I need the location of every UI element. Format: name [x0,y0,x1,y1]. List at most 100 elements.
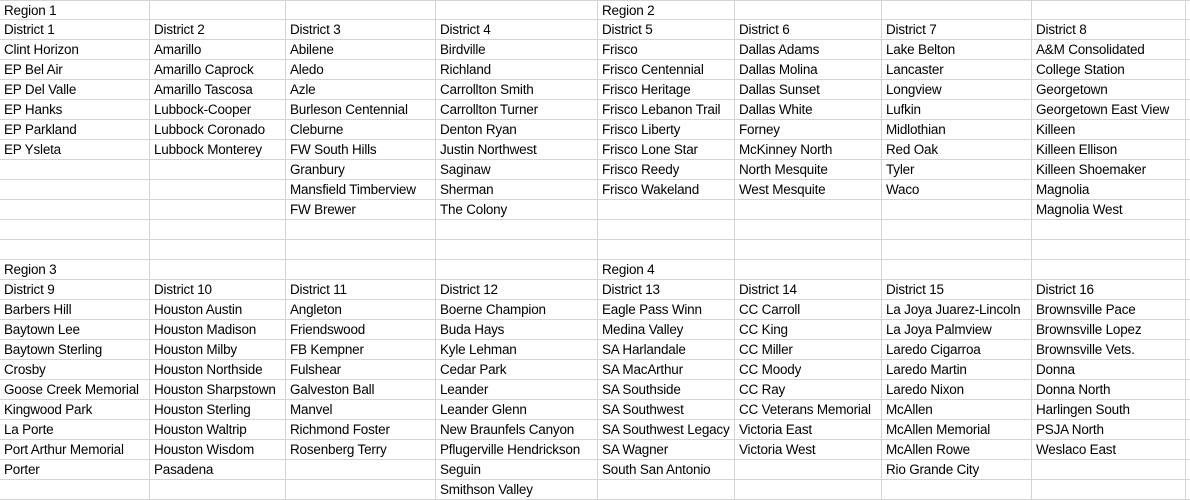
cell-r6-c1[interactable]: EP Hanks [0,100,150,120]
cell-r18-c7[interactable]: Laredo Cigarroa [882,340,1032,360]
cell-r16-c1[interactable]: Barbers Hill [0,300,150,320]
cell-r25-c4[interactable]: Smithson Valley [436,480,598,500]
cell-r11-c5[interactable] [598,200,735,220]
cell-r15-c2[interactable]: District 10 [150,280,286,300]
cell-r5-c6[interactable]: Dallas Sunset [735,80,882,100]
cell-r7-c2[interactable]: Lubbock Coronado [150,120,286,140]
cell-r23-c3[interactable]: Rosenberg Terry [286,440,436,460]
cell-r18-c4[interactable]: Kyle Lehman [436,340,598,360]
cell-r17-c2[interactable]: Houston Madison [150,320,286,340]
cell-r19-c2[interactable]: Houston Northside [150,360,286,380]
cell-r19-c3[interactable]: Fulshear [286,360,436,380]
cell-r13-c6[interactable] [735,240,882,260]
cell-r4-c3[interactable]: Aledo [286,60,436,80]
cell-r6-c5[interactable]: Frisco Lebanon Trail [598,100,735,120]
cell-r3-c2[interactable]: Amarillo [150,40,286,60]
cell-r8-c2[interactable]: Lubbock Monterey [150,140,286,160]
cell-r7-c3[interactable]: Cleburne [286,120,436,140]
cell-r8-c8[interactable]: Killeen Ellison [1032,140,1186,160]
cell-r8-c9-partial[interactable] [1186,140,1190,160]
cell-r13-c9-partial[interactable] [1186,240,1190,260]
cell-r17-c5[interactable]: Medina Valley [598,320,735,340]
cell-r20-c6[interactable]: CC Ray [735,380,882,400]
cell-r13-c5[interactable] [598,240,735,260]
cell-r9-c8[interactable]: Killeen Shoemaker [1032,160,1186,180]
cell-r6-c7[interactable]: Lufkin [882,100,1032,120]
cell-r22-c3[interactable]: Richmond Foster [286,420,436,440]
cell-r1-c7[interactable] [882,0,1032,20]
cell-r7-c5[interactable]: Frisco Liberty [598,120,735,140]
cell-r18-c6[interactable]: CC Miller [735,340,882,360]
cell-r7-c1[interactable]: EP Parkland [0,120,150,140]
cell-r8-c3[interactable]: FW South Hills [286,140,436,160]
cell-r3-c1[interactable]: Clint Horizon [0,40,150,60]
cell-r11-c9-partial[interactable] [1186,200,1190,220]
cell-r1-c9-partial[interactable] [1186,0,1190,20]
cell-r6-c2[interactable]: Lubbock-Cooper [150,100,286,120]
cell-r17-c9-partial[interactable] [1186,320,1190,340]
cell-r8-c6[interactable]: McKinney North [735,140,882,160]
cell-r4-c7[interactable]: Lancaster [882,60,1032,80]
cell-r6-c3[interactable]: Burleson Centennial [286,100,436,120]
cell-r19-c9-partial[interactable] [1186,360,1190,380]
cell-r11-c4[interactable]: The Colony [436,200,598,220]
cell-r14-c9-partial[interactable] [1186,260,1190,280]
cell-r24-c2[interactable]: Pasadena [150,460,286,480]
cell-r20-c9-partial[interactable] [1186,380,1190,400]
cell-r4-c2[interactable]: Amarillo Caprock [150,60,286,80]
cell-r17-c4[interactable]: Buda Hays [436,320,598,340]
cell-r14-c5[interactable]: Region 4 [598,260,735,280]
cell-r3-c3[interactable]: Abilene [286,40,436,60]
cell-r24-c8[interactable] [1032,460,1186,480]
cell-r23-c9-partial[interactable] [1186,440,1190,460]
cell-r12-c4[interactable] [436,220,598,240]
cell-r25-c3[interactable] [286,480,436,500]
cell-r17-c3[interactable]: Friendswood [286,320,436,340]
cell-r22-c9-partial[interactable] [1186,420,1190,440]
cell-r11-c7[interactable] [882,200,1032,220]
cell-r10-c1[interactable] [0,180,150,200]
cell-r1-c6[interactable] [735,0,882,20]
cell-r14-c4[interactable] [436,260,598,280]
cell-r18-c9-partial[interactable] [1186,340,1190,360]
cell-r23-c1[interactable]: Port Arthur Memorial [0,440,150,460]
cell-r17-c8[interactable]: Brownsville Lopez [1032,320,1186,340]
cell-r1-c8[interactable] [1032,0,1186,20]
cell-r3-c9-partial[interactable] [1186,40,1190,60]
cell-r22-c6[interactable]: Victoria East [735,420,882,440]
cell-r11-c8[interactable]: Magnolia West [1032,200,1186,220]
cell-r2-c7[interactable]: District 7 [882,20,1032,40]
cell-r24-c6[interactable] [735,460,882,480]
cell-r21-c3[interactable]: Manvel [286,400,436,420]
cell-r3-c7[interactable]: Lake Belton [882,40,1032,60]
cell-r10-c2[interactable] [150,180,286,200]
cell-r10-c8[interactable]: Magnolia [1032,180,1186,200]
cell-r4-c4[interactable]: Richland [436,60,598,80]
cell-r20-c1[interactable]: Goose Creek Memorial [0,380,150,400]
cell-r20-c7[interactable]: Laredo Nixon [882,380,1032,400]
cell-r2-c6[interactable]: District 6 [735,20,882,40]
cell-r16-c7[interactable]: La Joya Juarez-Lincoln [882,300,1032,320]
cell-r21-c7[interactable]: McAllen [882,400,1032,420]
cell-r3-c5[interactable]: Frisco [598,40,735,60]
cell-r18-c8[interactable]: Brownsville Vets. [1032,340,1186,360]
cell-r2-c3[interactable]: District 3 [286,20,436,40]
cell-r24-c1[interactable]: Porter [0,460,150,480]
cell-r16-c5[interactable]: Eagle Pass Winn [598,300,735,320]
cell-r24-c9-partial[interactable] [1186,460,1190,480]
cell-r13-c8[interactable] [1032,240,1186,260]
cell-r2-c5[interactable]: District 5 [598,20,735,40]
cell-r22-c4[interactable]: New Braunfels Canyon [436,420,598,440]
cell-r25-c6[interactable] [735,480,882,500]
cell-r22-c1[interactable]: La Porte [0,420,150,440]
cell-r20-c3[interactable]: Galveston Ball [286,380,436,400]
cell-r15-c8[interactable]: District 16 [1032,280,1186,300]
cell-r11-c2[interactable] [150,200,286,220]
cell-r22-c7[interactable]: McAllen Memorial [882,420,1032,440]
cell-r12-c9-partial[interactable] [1186,220,1190,240]
cell-r4-c5[interactable]: Frisco Centennial [598,60,735,80]
cell-r21-c4[interactable]: Leander Glenn [436,400,598,420]
cell-r17-c1[interactable]: Baytown Lee [0,320,150,340]
cell-r4-c6[interactable]: Dallas Molina [735,60,882,80]
cell-r24-c4[interactable]: Seguin [436,460,598,480]
